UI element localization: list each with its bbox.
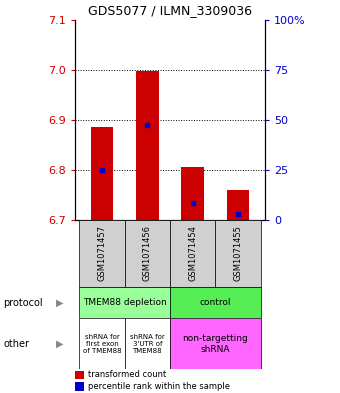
Text: transformed count: transformed count bbox=[88, 370, 166, 379]
Bar bbox=[79, 318, 125, 369]
Text: control: control bbox=[200, 298, 231, 307]
Bar bbox=[125, 220, 170, 287]
Bar bbox=[75, 382, 84, 391]
Bar bbox=[79, 220, 125, 287]
Title: GDS5077 / ILMN_3309036: GDS5077 / ILMN_3309036 bbox=[88, 4, 252, 17]
Text: GSM1071454: GSM1071454 bbox=[188, 226, 197, 281]
Text: shRNA for
3'UTR of
TMEM88: shRNA for 3'UTR of TMEM88 bbox=[130, 334, 165, 354]
Text: percentile rank within the sample: percentile rank within the sample bbox=[88, 382, 230, 391]
Bar bbox=[170, 287, 261, 318]
Bar bbox=[227, 190, 249, 220]
Text: other: other bbox=[3, 339, 29, 349]
Text: GSM1071455: GSM1071455 bbox=[234, 226, 242, 281]
Text: ▶: ▶ bbox=[56, 339, 64, 349]
Text: GSM1071457: GSM1071457 bbox=[98, 226, 106, 281]
Bar bbox=[75, 371, 84, 379]
Text: ▶: ▶ bbox=[56, 298, 64, 308]
Text: shRNA for
first exon
of TMEM88: shRNA for first exon of TMEM88 bbox=[83, 334, 121, 354]
Bar bbox=[170, 220, 215, 287]
Bar bbox=[79, 287, 170, 318]
Bar bbox=[136, 71, 159, 220]
Text: GSM1071456: GSM1071456 bbox=[143, 226, 152, 281]
Bar bbox=[170, 318, 261, 369]
Bar bbox=[181, 167, 204, 220]
Bar bbox=[91, 127, 113, 220]
Bar bbox=[125, 318, 170, 369]
Text: protocol: protocol bbox=[3, 298, 43, 308]
Bar bbox=[215, 220, 261, 287]
Text: TMEM88 depletion: TMEM88 depletion bbox=[83, 298, 167, 307]
Text: non-targetting
shRNA: non-targetting shRNA bbox=[183, 334, 248, 354]
